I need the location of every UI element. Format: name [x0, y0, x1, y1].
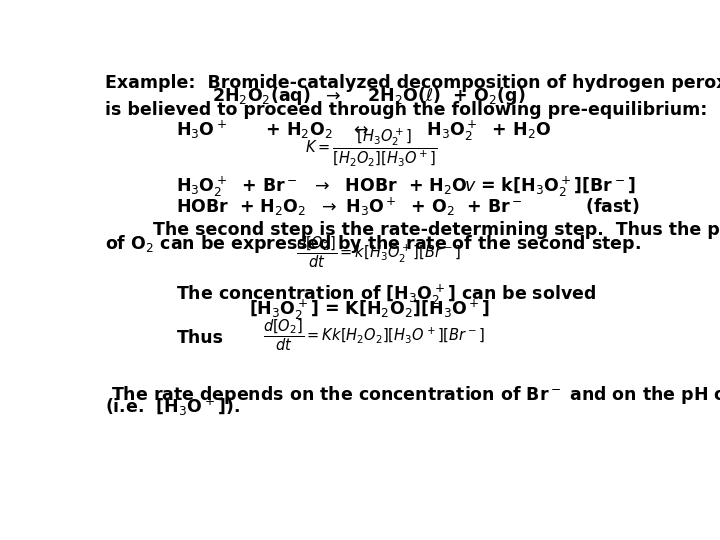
Text: H$_3$O$^+$      + H$_2$O$_2$   $\leftrightarrow$         H$_3$O$_2^+$  + H$_2$O: H$_3$O$^+$ + H$_2$O$_2$ $\leftrightarrow… — [176, 118, 552, 143]
Text: The second step is the rate-determining step.  Thus the production rate: The second step is the rate-determining … — [105, 221, 720, 239]
Text: [H$_3$O$_2^+$] = K[H$_2$O$_2$][H$_3$O$^+$]: [H$_3$O$_2^+$] = K[H$_2$O$_2$][H$_3$O$^+… — [248, 298, 490, 322]
Text: The concentration of [H$_3$O$_2^+$] can be solved: The concentration of [H$_3$O$_2^+$] can … — [176, 283, 597, 307]
Text: H$_3$O$_2^+$  + Br$^-$  $\rightarrow$  HOBr  + H$_2$O: H$_3$O$_2^+$ + Br$^-$ $\rightarrow$ HOBr… — [176, 174, 468, 199]
Text: The rate depends on the concentration of Br$^-$ and on the pH of the solution: The rate depends on the concentration of… — [105, 383, 720, 406]
Text: $\dfrac{d[O_2]}{dt}=k[H_3O_2^+][Br^-]$: $\dfrac{d[O_2]}{dt}=k[H_3O_2^+][Br^-]$ — [297, 234, 461, 270]
Text: $K=\dfrac{[H_3O_2^+]}{[H_2O_2][H_3O^+]}$: $K=\dfrac{[H_3O_2^+]}{[H_2O_2][H_3O^+]}$ — [305, 127, 437, 169]
Text: Thus: Thus — [176, 329, 223, 347]
Text: $\dfrac{d[O_2]}{dt}=Kk[H_2O_2][H_3O^+][Br^-]$: $\dfrac{d[O_2]}{dt}=Kk[H_2O_2][H_3O^+][B… — [263, 318, 485, 353]
Text: Example:  Bromide-catalyzed decomposition of hydrogen peroxide:: Example: Bromide-catalyzed decomposition… — [105, 73, 720, 92]
Text: (i.e.  [H$_3$O$^+$]).: (i.e. [H$_3$O$^+$]). — [105, 396, 240, 418]
Text: HOBr  + H$_2$O$_2$  $\rightarrow$ H$_3$O$^+$  + O$_2$  + Br$^-$          (fast): HOBr + H$_2$O$_2$ $\rightarrow$ H$_3$O$^… — [176, 195, 640, 218]
Text: is believed to proceed through the following pre-equilibrium:: is believed to proceed through the follo… — [105, 100, 708, 119]
Text: $v$ = k[H$_3$O$_2^+$][Br$^-$]: $v$ = k[H$_3$O$_2^+$][Br$^-$] — [464, 174, 635, 199]
Text: of O$_2$ can be expressed by the rate of the second step.: of O$_2$ can be expressed by the rate of… — [105, 233, 641, 254]
Text: 2H$_2$O$_2$(aq)  $\rightarrow$    2H$_2$O($\ell$)  + O$_2$(g): 2H$_2$O$_2$(aq) $\rightarrow$ 2H$_2$O($\… — [212, 85, 526, 107]
